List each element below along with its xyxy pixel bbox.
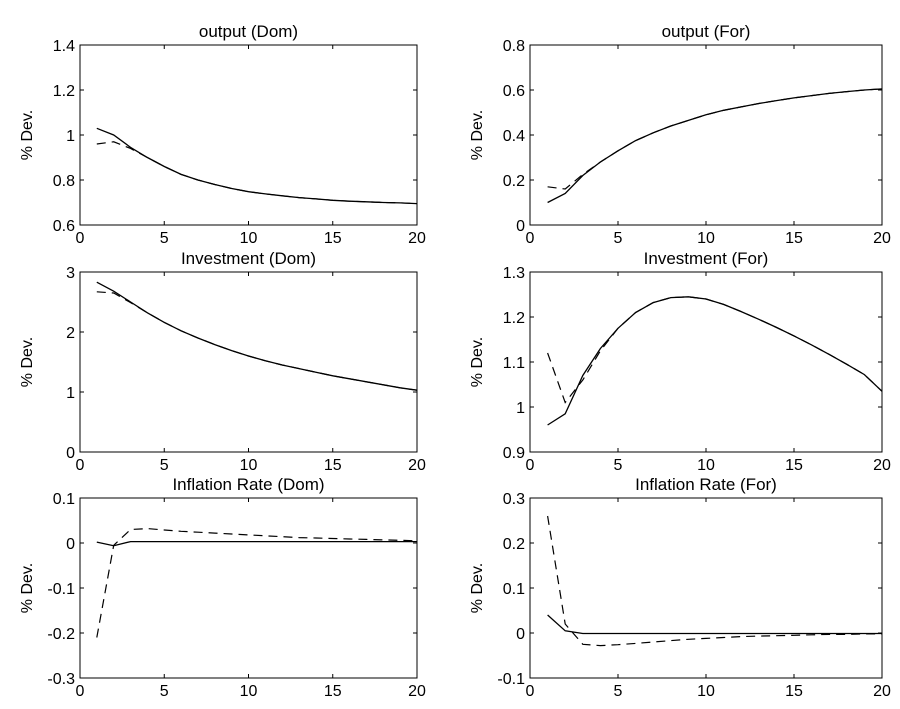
y-tick-label: 1.3	[503, 265, 525, 282]
y-tick-label: 0	[516, 626, 525, 643]
x-tick-label: 20	[873, 457, 891, 474]
x-tick-label: 0	[526, 457, 535, 474]
y-axis-label: % Dev.	[19, 563, 36, 613]
y-tick-label: -0.2	[47, 626, 75, 643]
plot-frame	[79, 271, 418, 453]
y-tick-label: 0.8	[53, 173, 75, 190]
solid-series-line	[96, 281, 418, 391]
solid-series-line	[547, 614, 882, 635]
y-tick-label: 1.1	[503, 355, 525, 372]
panel-4: Investment (For) % Dev. 0 5 10 15 20 0.9 1 1.1 1.2…	[469, 249, 891, 474]
panel-3: Investment (Dom) % Dev. 0 5 10 15 20 0 1 2 3	[19, 249, 426, 474]
x-tick-label: 0	[526, 230, 535, 247]
x-tick-label: 15	[785, 683, 803, 700]
y-tick-label: 0.9	[503, 445, 525, 462]
y-axis-label: % Dev.	[19, 110, 36, 160]
y-tick-label: 0.6	[53, 218, 75, 235]
x-tick-label: 5	[160, 457, 169, 474]
y-tick-label: 1	[66, 128, 75, 145]
x-tick-label: 10	[697, 457, 715, 474]
y-tick-label: 0	[516, 218, 525, 235]
y-tick-label: 1.2	[503, 310, 525, 327]
plot-frame	[79, 497, 418, 679]
y-tick-label: 0.4	[503, 128, 525, 145]
y-tick-label: 1.2	[53, 83, 75, 100]
y-tick-label: 0	[66, 445, 75, 462]
x-tick-label: 20	[873, 683, 891, 700]
y-tick-label: 0.6	[503, 83, 525, 100]
solid-series-line	[96, 540, 417, 547]
y-tick-label: -0.1	[47, 581, 75, 598]
y-tick-label: 0.1	[53, 491, 75, 508]
plot-frame	[79, 44, 418, 226]
x-tick-label: 5	[614, 230, 623, 247]
panel-1: output (Dom) % Dev. 0 5 10 15 20 0.6 0.8 1 1.2 1.4	[19, 22, 426, 247]
y-tick-label: -0.3	[47, 671, 75, 688]
x-tick-label: 10	[240, 230, 258, 247]
x-tick-label: 20	[408, 457, 426, 474]
x-tick-label: 10	[240, 457, 258, 474]
y-tick-label: 0.3	[503, 491, 525, 508]
x-tick-label: 0	[76, 683, 85, 700]
x-tick-label: 15	[324, 457, 342, 474]
solid-series-line	[547, 88, 883, 204]
y-tick-label: 0.2	[503, 173, 525, 190]
x-tick-label: 15	[324, 230, 342, 247]
panel-title: output (Dom)	[199, 22, 298, 41]
y-tick-label: 2	[66, 325, 75, 342]
solid-series-line	[547, 296, 883, 426]
y-tick-label: 0.1	[503, 581, 525, 598]
panel-title: output (For)	[662, 22, 751, 41]
x-tick-label: 20	[873, 230, 891, 247]
y-tick-label: 3	[66, 265, 75, 282]
panel-2: output (For) % Dev. 0 5 10 15 20 0 0.2 0.4 0.6 0.8	[469, 22, 891, 247]
y-axis-label: % Dev.	[469, 110, 486, 160]
x-tick-label: 15	[785, 230, 803, 247]
x-tick-label: 0	[76, 457, 85, 474]
y-tick-label: 1	[516, 400, 525, 417]
y-axis-label: % Dev.	[19, 337, 36, 387]
plot-frame	[529, 497, 883, 679]
y-tick-label: 1.4	[53, 38, 75, 55]
panel-title: Investment (For)	[644, 249, 769, 268]
panel-title: Inflation Rate (Dom)	[172, 475, 324, 494]
y-tick-label: 1	[66, 385, 75, 402]
x-tick-label: 5	[614, 457, 623, 474]
panel-title: Investment (Dom)	[181, 249, 316, 268]
y-axis-label: % Dev.	[469, 563, 486, 613]
panel-title: Inflation Rate (For)	[635, 475, 777, 494]
x-tick-label: 10	[697, 683, 715, 700]
x-tick-label: 5	[160, 683, 169, 700]
x-tick-label: 10	[697, 230, 715, 247]
dashed-series-line	[96, 291, 418, 391]
x-tick-label: 5	[160, 230, 169, 247]
panel-6: Inflation Rate (For)% Dev.0 5 10 15 20-0.100…	[469, 475, 891, 700]
x-tick-label: 0	[526, 683, 535, 700]
dashed-series-line	[96, 141, 418, 205]
y-tick-label: 0	[66, 536, 75, 553]
x-tick-label: 5	[614, 683, 623, 700]
x-tick-label: 0	[76, 230, 85, 247]
dashed-series-line	[96, 527, 418, 638]
panel-5: Inflation Rate (Dom) % Dev. 0 5 10 15 20 -0.3 -0…	[19, 475, 426, 700]
y-tick-label: -0.1	[497, 671, 525, 688]
y-tick-label: 0.8	[503, 38, 525, 55]
dashed-series-line	[547, 515, 882, 647]
x-tick-label: 20	[408, 683, 426, 700]
dashed-series-line	[547, 296, 883, 404]
plot-frame	[529, 44, 883, 226]
x-tick-label: 10	[240, 683, 258, 700]
x-tick-label: 15	[324, 683, 342, 700]
x-tick-label: 15	[785, 457, 803, 474]
dashed-series-line	[547, 88, 883, 190]
x-tick-label: 20	[408, 230, 426, 247]
y-tick-label: 0.2	[503, 536, 525, 553]
y-axis-label: % Dev.	[469, 337, 486, 387]
